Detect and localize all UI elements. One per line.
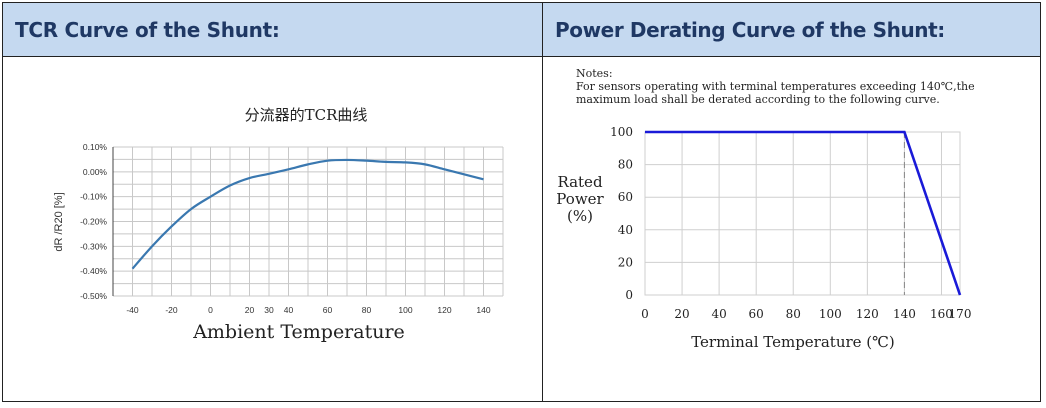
page-frame	[2, 2, 1041, 402]
derating-x-tick-label: 0	[641, 307, 649, 321]
tcr-x-tick-label: 120	[437, 305, 451, 315]
tcr-y-tick-label: -0.20%	[80, 217, 107, 227]
tcr-y-tick-label: -0.50%	[80, 291, 107, 301]
tcr-x-tick-label: -20	[165, 305, 178, 315]
tcr-x-tick-label: 0	[208, 305, 213, 315]
derating-y-tick-label: 60	[618, 190, 633, 204]
tcr-x-tick-label: 100	[398, 305, 412, 315]
derating-x-tick-label: 120	[856, 307, 879, 321]
derating-x-tick-label: 100	[819, 307, 842, 321]
tcr-y-tick-label: -0.10%	[80, 192, 107, 202]
derating-x-tick-label: 60	[749, 307, 764, 321]
notes-line-2: maximum load shall be derated according …	[576, 93, 940, 106]
derating-y-axis-label-line: (%)	[567, 207, 593, 225]
derating-series-line	[645, 130, 962, 296]
derating-notes: Notes: For sensors operating with termin…	[576, 67, 975, 106]
tcr-x-tick-label: 80	[362, 305, 372, 315]
derating-x-axis-label: Terminal Temperature (℃)	[691, 333, 895, 351]
derating-x-tick-label: 170	[949, 307, 972, 321]
derating-x-tick-label: 160	[930, 307, 953, 321]
tcr-x-tick-label: -40	[126, 305, 139, 315]
derating-x-tick-label: 40	[711, 307, 726, 321]
column-divider	[542, 2, 543, 402]
tcr-section-title: TCR Curve of the Shunt:	[15, 18, 280, 42]
derating-x-tick-label: 80	[786, 307, 801, 321]
tcr-y-tick-label: 0.00%	[83, 167, 108, 177]
notes-heading: Notes:	[576, 67, 613, 80]
tcr-y-tick-label: 0.10%	[83, 142, 108, 152]
tcr-y-tick-label: -0.30%	[80, 241, 107, 251]
tcr-section-header: TCR Curve of the Shunt:	[3, 3, 542, 57]
derating-y-tick-label: 40	[618, 223, 633, 237]
tcr-series-line	[131, 158, 484, 270]
derating-section-title: Power Derating Curve of the Shunt:	[555, 18, 945, 42]
derating-y-tick-label: 20	[618, 255, 633, 269]
derating-y-tick-label: 100	[610, 125, 633, 139]
tcr-x-tick-label: 60	[323, 305, 333, 315]
derating-y-tick-label: 80	[618, 158, 633, 172]
derating-x-tick-label: 140	[893, 307, 916, 321]
tcr-x-tick-label: 40	[284, 305, 294, 315]
tcr-x-tick-label: 20	[245, 305, 255, 315]
derating-x-tick-label: 20	[674, 307, 689, 321]
derating-y-axis-label-line: Power	[556, 190, 604, 208]
tcr-chart-title: 分流器的TCR曲线	[245, 106, 368, 124]
tcr-x-axis-label: Ambient Temperature	[192, 321, 405, 343]
derating-y-axis-label-line: Rated	[557, 173, 602, 191]
tcr-x-tick-label: 30	[264, 305, 274, 315]
derating-y-tick-label: 0	[625, 288, 633, 302]
tcr-x-tick-label: 140	[476, 305, 490, 315]
derating-section-header: Power Derating Curve of the Shunt:	[543, 3, 1040, 57]
tcr-y-axis-label: dR /R20 [%]	[53, 192, 65, 251]
tcr-y-tick-label: -0.40%	[80, 266, 107, 276]
notes-line-1: For sensors operating with terminal temp…	[576, 80, 975, 93]
